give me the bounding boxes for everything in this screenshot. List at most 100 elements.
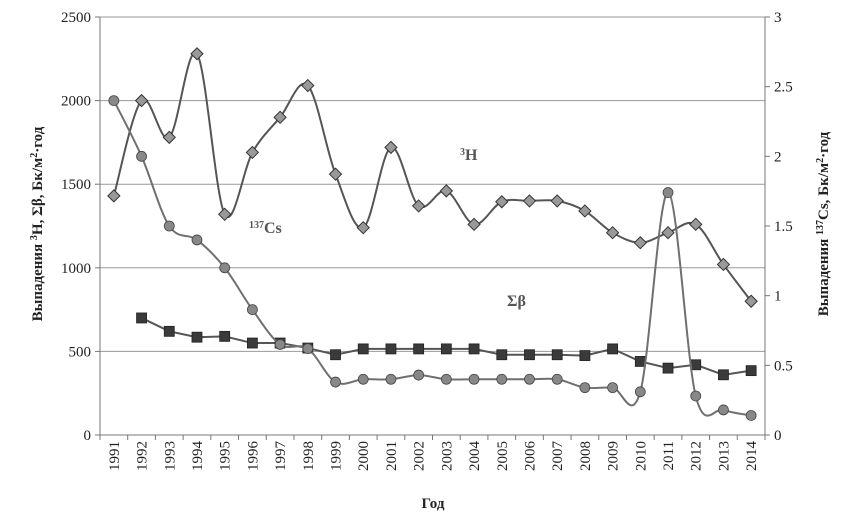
right-tick-label: 1 — [774, 289, 782, 305]
left-axis-title: Выпадения 3H, Σβ, Бк/м2·год — [29, 126, 47, 321]
right-tick-label: 0.5 — [774, 358, 793, 374]
x-tick-label: 2010 — [633, 441, 649, 471]
point-cs137 — [440, 373, 452, 385]
x-tick-label: 2003 — [439, 441, 455, 471]
point-sum_beta — [413, 343, 425, 355]
x-tick-label: 1998 — [301, 441, 317, 471]
x-tick-label: 2002 — [412, 441, 428, 471]
x-tick-label: 2013 — [716, 441, 732, 471]
left-tick-label: 0 — [84, 428, 92, 444]
right-tick-label: 1.5 — [774, 219, 793, 235]
point-sum_beta — [330, 349, 341, 361]
point-cs137 — [496, 373, 508, 385]
left-tick-label: 1500 — [61, 177, 91, 193]
point-h3 — [578, 204, 592, 218]
point-cs137 — [357, 373, 369, 385]
point-cs137 — [330, 376, 341, 388]
x-tick-label: 1999 — [329, 441, 345, 471]
point-h3 — [356, 220, 370, 235]
series-layer — [107, 47, 758, 421]
point-cs137 — [745, 410, 757, 421]
point-h3 — [495, 195, 509, 209]
point-sum_beta — [551, 349, 563, 361]
series-h3 — [107, 47, 758, 308]
point-sum_beta — [468, 343, 480, 355]
point-cs137 — [219, 262, 231, 274]
point-h3 — [107, 189, 121, 203]
point-h3 — [439, 184, 454, 198]
point-h3 — [328, 167, 343, 181]
x-tick-label: 2011 — [661, 441, 677, 470]
point-h3 — [217, 207, 232, 222]
left-tick-label: 2500 — [61, 10, 91, 26]
left-tick-label: 2000 — [61, 94, 91, 110]
x-tick-label: 1994 — [190, 441, 206, 472]
x-tick-label: 2000 — [356, 441, 372, 471]
point-h3 — [633, 236, 648, 250]
point-sum_beta — [246, 337, 258, 349]
point-h3 — [744, 294, 758, 308]
point-sum_beta — [219, 330, 231, 342]
point-h3 — [522, 194, 537, 208]
point-cs137 — [385, 373, 397, 385]
point-h3 — [384, 140, 398, 155]
point-cs137 — [136, 150, 147, 162]
point-cs137 — [607, 382, 619, 394]
right-tick-label: 3 — [774, 10, 782, 26]
point-cs137 — [274, 339, 286, 350]
right-tick-label: 0 — [774, 428, 782, 444]
series-sum_beta — [136, 312, 757, 381]
point-h3 — [689, 217, 703, 232]
annotation-sum-beta: Σβ — [507, 293, 526, 310]
x-tick-label: 2005 — [495, 441, 511, 471]
series-line-cs137 — [112, 100, 752, 417]
left-tick-label: 1000 — [61, 261, 91, 277]
point-h3 — [661, 225, 675, 240]
x-tick-label: 2007 — [550, 441, 566, 472]
point-cs137 — [524, 373, 535, 385]
point-sum_beta — [524, 349, 535, 361]
x-tick-label: 2009 — [606, 441, 622, 471]
x-tick-label: 2014 — [744, 441, 760, 472]
x-tick-label: 2004 — [467, 441, 483, 472]
right-tick-label: 2.5 — [774, 80, 793, 96]
point-h3 — [550, 194, 564, 208]
point-sum_beta — [496, 349, 508, 361]
point-cs137 — [108, 95, 120, 106]
point-h3 — [301, 78, 315, 93]
x-tick-label: 1991 — [107, 441, 123, 471]
point-sum_beta — [191, 331, 203, 343]
point-sum_beta — [385, 343, 397, 355]
point-h3 — [716, 257, 731, 272]
point-sum_beta — [662, 362, 674, 374]
point-cs137 — [163, 220, 175, 232]
x-tick-label: 2012 — [689, 441, 705, 471]
point-h3 — [605, 225, 620, 240]
point-sum_beta — [607, 343, 619, 355]
x-tick-label: 1993 — [162, 441, 178, 471]
point-cs137 — [579, 382, 591, 394]
point-h3 — [467, 217, 481, 232]
axes — [95, 16, 770, 440]
right-tick-label: 2 — [774, 149, 782, 165]
point-h3 — [273, 110, 287, 125]
point-h3 — [411, 199, 426, 213]
point-cs137 — [718, 404, 729, 416]
x-tick-label: 1997 — [273, 441, 289, 472]
x-tick-label: 2008 — [578, 441, 594, 471]
point-sum_beta — [579, 350, 591, 361]
point-sum_beta — [357, 343, 369, 355]
left-tick-label: 500 — [69, 344, 92, 360]
point-h3 — [245, 145, 260, 160]
tick-labels: 0 500 1000 1500 2000 2500 0 0.5 1 1.5 2 2.5 3 1991 199… — [61, 10, 793, 471]
x-tick-label: 2006 — [522, 441, 538, 472]
point-sum_beta — [718, 369, 729, 381]
point-sum_beta — [163, 325, 175, 337]
point-cs137 — [191, 234, 203, 246]
point-cs137 — [690, 390, 702, 402]
x-tick-label: 1992 — [135, 441, 151, 471]
point-h3 — [134, 93, 149, 108]
point-sum_beta — [440, 343, 452, 355]
point-cs137 — [413, 369, 425, 381]
